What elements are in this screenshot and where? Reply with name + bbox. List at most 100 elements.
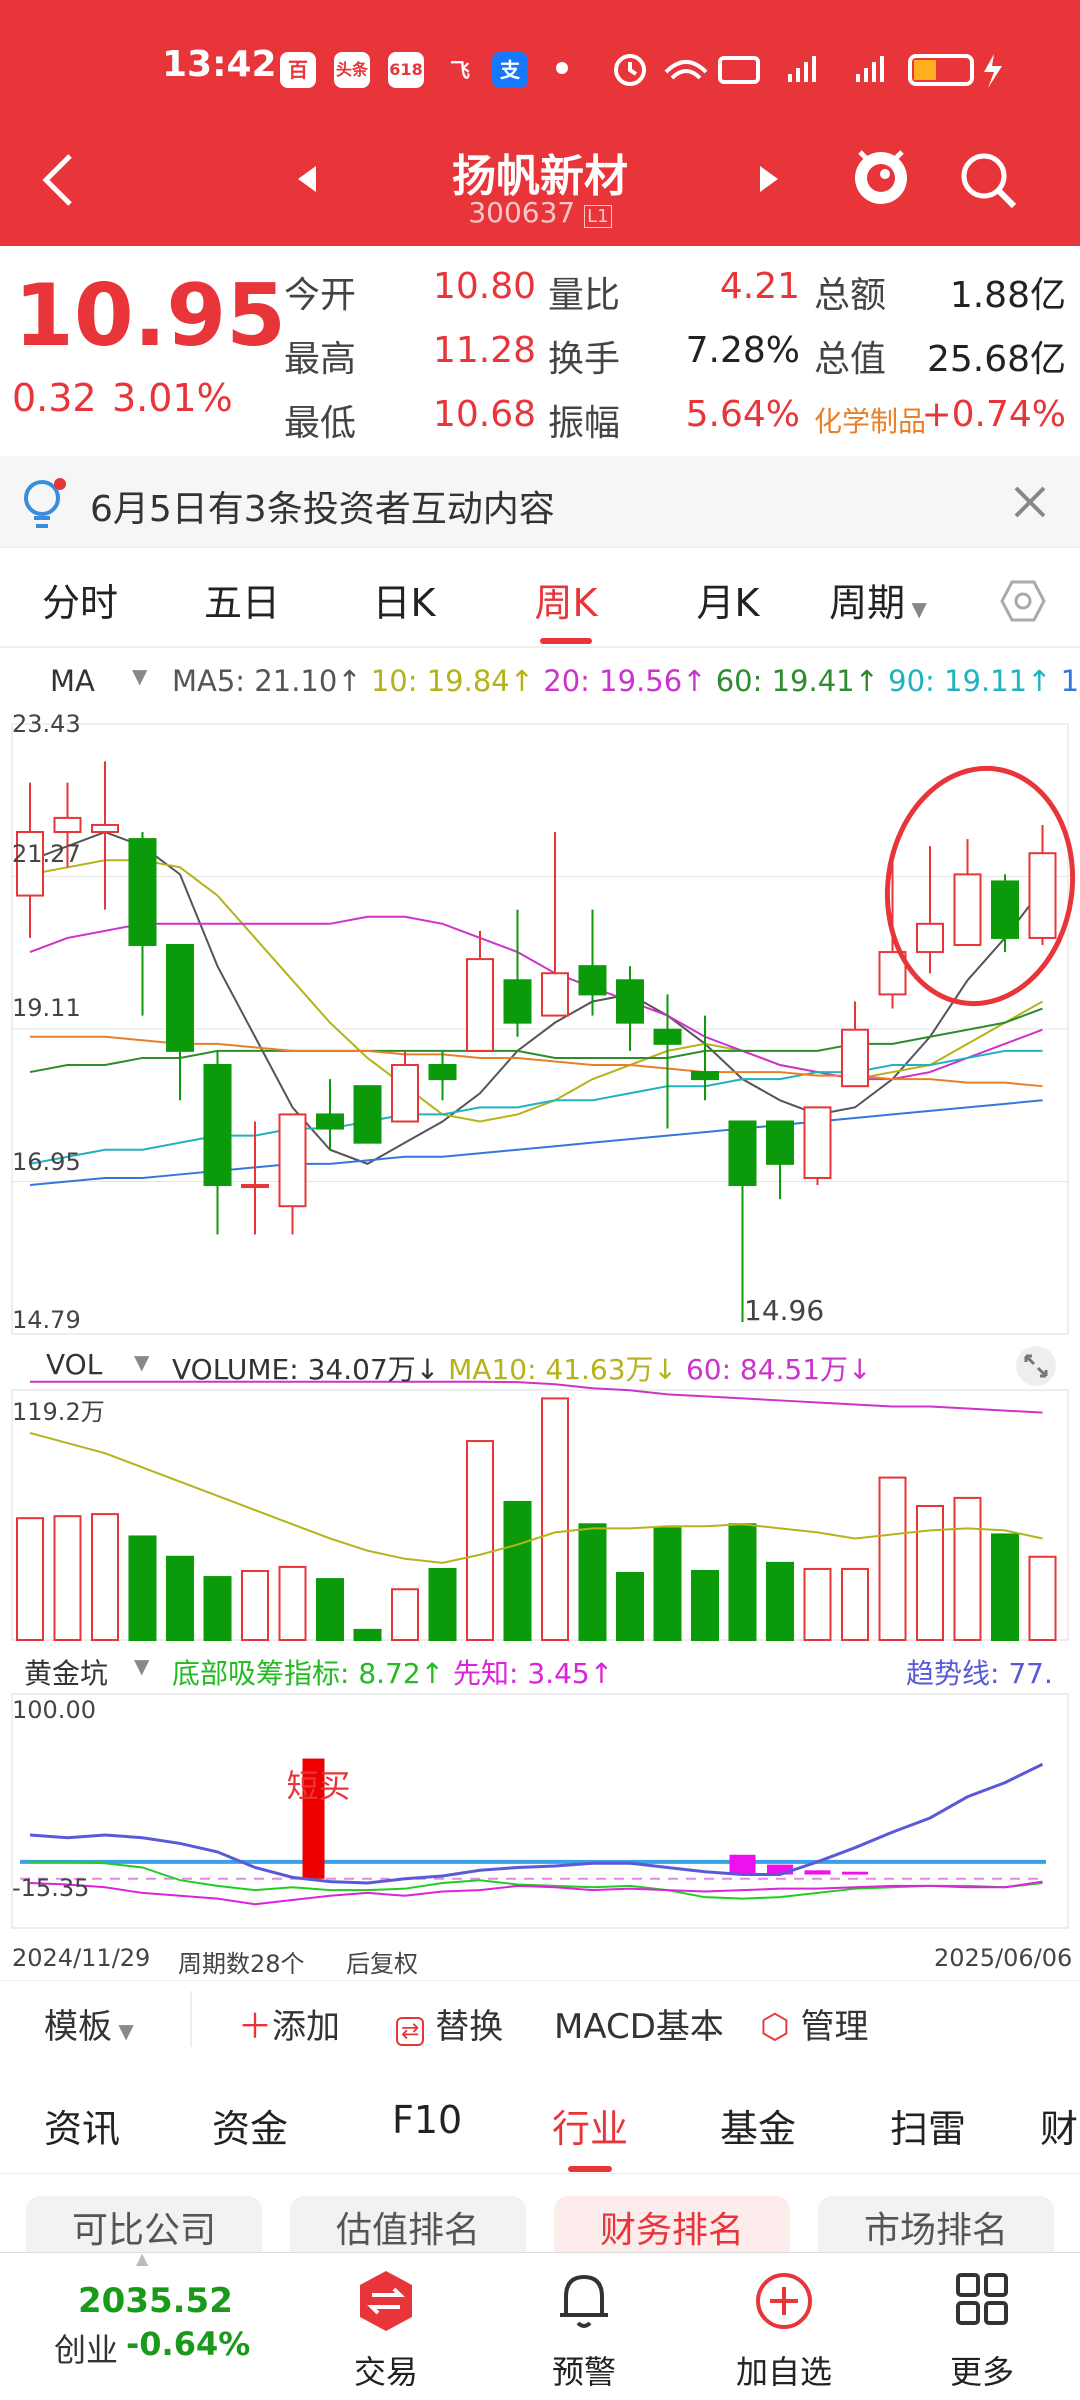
hd-icon bbox=[718, 56, 760, 84]
indicator-dropdown-icon[interactable]: ▼ bbox=[134, 1654, 150, 1678]
index-value[interactable]: 2035.52 bbox=[78, 2281, 233, 2321]
tab-period[interactable]: 周期 ▼ bbox=[829, 581, 927, 625]
nav-more[interactable]: 更多 bbox=[949, 2353, 1014, 2391]
volume-bar bbox=[1028, 1555, 1057, 1641]
macd-basic-button[interactable]: MACD基本 bbox=[554, 2007, 724, 2047]
pill-financial-rank[interactable]: 财务排名 bbox=[554, 2196, 790, 2254]
candle-body bbox=[991, 880, 1019, 939]
ma-line-120 bbox=[29, 1099, 1043, 1187]
trade-icon[interactable] bbox=[356, 2269, 416, 2333]
volume-bar bbox=[128, 1535, 157, 1641]
industry-link[interactable]: 化学制品 bbox=[814, 405, 927, 438]
volume-bar bbox=[391, 1588, 419, 1642]
ma-dropdown-icon[interactable]: ▼ bbox=[132, 664, 148, 688]
candle-body bbox=[691, 1071, 719, 1081]
prophet-value: 先知: 3.45↑ bbox=[453, 1657, 614, 1690]
chart-period-tabs: 分时 五日 日K 周K 月K 周期 ▼ bbox=[0, 548, 1080, 648]
back-icon[interactable] bbox=[38, 150, 78, 210]
candle-body bbox=[916, 922, 944, 954]
tab-risk-scan[interactable]: 扫雷 bbox=[890, 2107, 967, 2151]
market-cap-value: 25.68亿 bbox=[926, 339, 1066, 380]
prev-stock-icon[interactable] bbox=[296, 164, 320, 194]
axis-start-date: 2024/11/29 bbox=[12, 1944, 151, 1972]
indicator-legend[interactable]: 黄金坑 ▼ 底部吸筹指标: 8.72↑ 先知: 3.45↑ 趋势线: 77. bbox=[0, 1648, 1080, 1692]
template-button[interactable]: 模板 ▼ bbox=[44, 2007, 134, 2047]
tab-daily-k[interactable]: 日K bbox=[372, 581, 436, 625]
close-icon[interactable] bbox=[1012, 484, 1048, 520]
index-change[interactable]: -0.64% bbox=[126, 2325, 251, 2363]
candle-body bbox=[728, 1120, 757, 1187]
mascot-icon[interactable] bbox=[846, 140, 916, 210]
baidu-icon: 百度 bbox=[280, 52, 316, 118]
tab-weekly-k[interactable]: 周K bbox=[534, 581, 598, 625]
kline-svg[interactable] bbox=[0, 704, 1080, 1984]
ma5-value: MA5: 21.10↑ bbox=[172, 664, 362, 698]
ma-legend[interactable]: MA ▼ MA5: 21.10↑ 10: 19.84↑ 20: 19.56↑ 6… bbox=[0, 660, 1080, 704]
add-watchlist-icon[interactable] bbox=[752, 2269, 816, 2333]
amplitude-label: 振幅 bbox=[548, 403, 621, 444]
volume-bar bbox=[466, 1440, 494, 1642]
volume-panel-frame bbox=[11, 1389, 1069, 1641]
bell-icon[interactable] bbox=[554, 2269, 614, 2333]
tab-five-day[interactable]: 五日 bbox=[203, 581, 280, 625]
dot-icon bbox=[556, 62, 568, 74]
last-price: 10.95 bbox=[14, 266, 287, 366]
pill-valuation-rank[interactable]: 估值排名 bbox=[290, 2196, 526, 2254]
manage-button[interactable]: ⬡ 管理 bbox=[760, 2007, 869, 2047]
settings-hex-icon[interactable] bbox=[1000, 578, 1046, 624]
volume-bar bbox=[991, 1533, 1019, 1641]
accumulation-line bbox=[30, 1860, 1043, 1900]
vol-legend[interactable]: VOL ▼ VOLUME: 34.07万↓ MA10: 41.63万↓ 60: … bbox=[0, 1344, 1080, 1388]
volume-bar bbox=[916, 1505, 944, 1641]
volume-bar bbox=[578, 1523, 607, 1641]
candle-body bbox=[766, 1120, 794, 1165]
high-label: 最高 bbox=[284, 339, 357, 380]
pill-market-rank[interactable]: 市场排名 bbox=[818, 2196, 1054, 2254]
candle-body bbox=[578, 965, 607, 996]
amplitude-value: 5.64% bbox=[685, 394, 800, 435]
industry-change[interactable]: +0.74% bbox=[921, 394, 1066, 435]
vol-axis-top: 119.2万 bbox=[12, 1398, 105, 1426]
volume-bar bbox=[541, 1397, 569, 1642]
nav-add-watchlist[interactable]: 加自选 bbox=[735, 2353, 832, 2391]
volume-bar bbox=[503, 1500, 532, 1641]
ma-line-90 bbox=[29, 1049, 1043, 1165]
add-indicator-button[interactable]: ＋添加 bbox=[238, 2007, 340, 2047]
tab-news[interactable]: 资讯 bbox=[44, 2107, 121, 2151]
kline-chart-area[interactable]: 23.43 21.27 19.11 16.95 14.79 14.96 VOL … bbox=[0, 704, 1080, 1984]
candle-body bbox=[653, 1028, 682, 1045]
grid-more-icon[interactable] bbox=[952, 2269, 1012, 2329]
next-stock-icon[interactable] bbox=[756, 164, 780, 194]
index-name[interactable]: 创业 bbox=[54, 2331, 119, 2369]
investor-notice[interactable]: 6月5日有3条投资者互动内容 bbox=[0, 456, 1080, 548]
volume-bar bbox=[766, 1561, 794, 1642]
tab-finance[interactable]: 财 bbox=[1040, 2107, 1079, 2151]
tab-funds-flow[interactable]: 资金 bbox=[212, 2107, 289, 2151]
vol-ma10-line bbox=[29, 1431, 1043, 1564]
volume-bar bbox=[166, 1555, 194, 1641]
alipay-icon: 支 bbox=[492, 52, 528, 88]
signal-icon-2 bbox=[856, 56, 884, 82]
tab-intraday[interactable]: 分时 bbox=[41, 581, 118, 625]
candle-body bbox=[953, 873, 982, 946]
volume-value: VOLUME: 34.07万↓ bbox=[172, 1353, 440, 1386]
tab-fund[interactable]: 基金 bbox=[720, 2107, 797, 2151]
ma20-value: 20: 19.56↑ bbox=[543, 664, 707, 698]
tab-industry[interactable]: 行业 bbox=[552, 2107, 629, 2151]
tab-f10[interactable]: F10 bbox=[392, 2098, 463, 2142]
vol-dropdown-icon[interactable]: ▼ bbox=[134, 1350, 150, 1374]
nav-trade[interactable]: 交易 bbox=[353, 2353, 418, 2391]
volume-bar bbox=[278, 1565, 307, 1642]
candle-body bbox=[803, 1106, 832, 1179]
search-icon[interactable] bbox=[956, 148, 1020, 212]
replace-indicator-button[interactable]: ⇄ 替换 bbox=[396, 1999, 503, 2048]
nav-alert[interactable]: 预警 bbox=[551, 2353, 616, 2391]
charging-icon bbox=[984, 54, 1002, 88]
pill-peer-companies[interactable]: 可比公司 bbox=[26, 2196, 262, 2254]
tab-monthly-k[interactable]: 月K bbox=[696, 581, 760, 625]
candle-body bbox=[466, 958, 494, 1052]
divider bbox=[190, 1991, 192, 2047]
expand-icon[interactable] bbox=[1014, 1344, 1058, 1388]
volume-bar bbox=[203, 1576, 232, 1642]
turnover-rate-value: 7.28% bbox=[685, 330, 800, 371]
